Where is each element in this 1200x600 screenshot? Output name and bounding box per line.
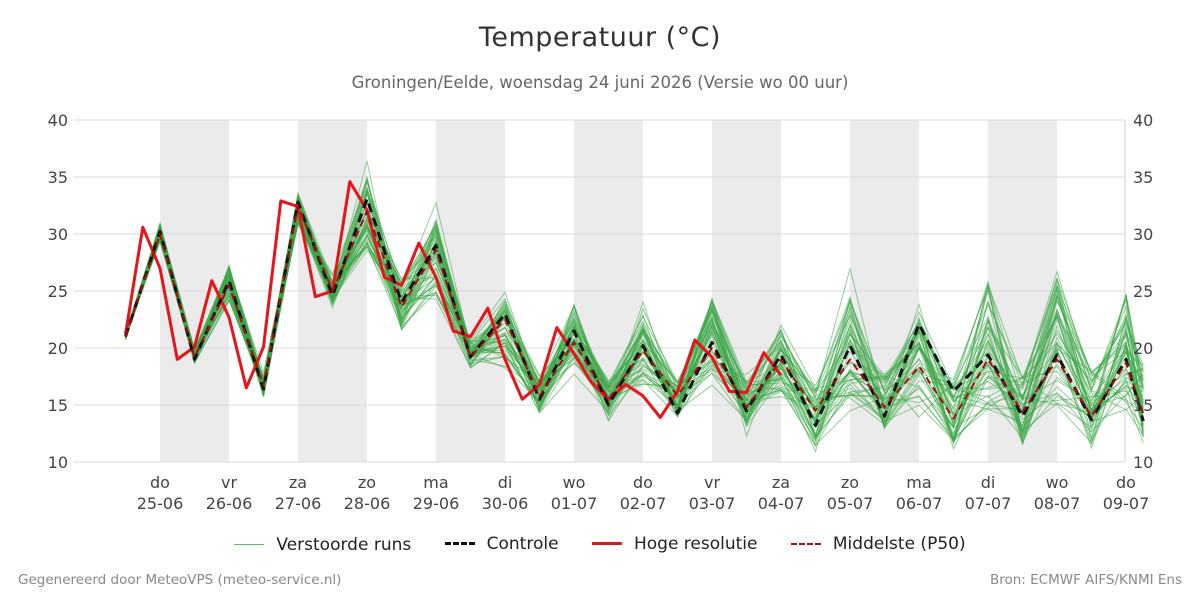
- y-tick-label: 25: [1133, 282, 1153, 301]
- chart-subtitle: Groningen/Eelde, woensdag 24 juni 2026 (…: [351, 73, 849, 92]
- y-tick-label: 40: [1133, 111, 1153, 130]
- y-axis-left: 10 15 20 25 30 35 40: [48, 111, 68, 472]
- x-tick-day: do: [1116, 473, 1136, 492]
- x-tick-date: 03-07: [689, 494, 736, 513]
- legend-swatch-p50: [790, 543, 821, 545]
- ensemble-member-line: [125, 216, 1144, 442]
- y-tick-label: 10: [48, 453, 68, 472]
- y-tick-label: 20: [48, 339, 68, 358]
- legend-item-p50[interactable]: Middelste (P50): [790, 534, 966, 554]
- footer-source: Bron: ECMWF AIFS/KNMI Ens: [989, 572, 1182, 588]
- legend-swatch-hires: [591, 542, 622, 545]
- x-tick-date: 25-06: [137, 494, 184, 513]
- x-tick-date: 06-07: [896, 494, 943, 513]
- ensemble-member-line: [125, 192, 1144, 428]
- x-tick-day: zo: [358, 473, 376, 492]
- chart-title: Temperatuur (°C): [478, 22, 722, 53]
- x-tick-date: 02-07: [620, 494, 667, 513]
- footer-generator: Gegenereerd door MeteoVPS (meteo-service…: [18, 572, 342, 588]
- y-tick-label: 30: [48, 225, 68, 244]
- x-tick-date: 09-07: [1103, 494, 1150, 513]
- x-axis: do 25-06 vr 26-06 za 27-06 zo 28-06 ma 29-06 di 30-…: [137, 473, 1150, 513]
- legend-item-members[interactable]: Verstoorde runs: [234, 535, 411, 555]
- x-tick-day: vr: [221, 473, 237, 492]
- legend: Verstoorde runs Controle Hoge resolutie …: [0, 530, 1200, 555]
- x-tick-day: vr: [704, 473, 720, 492]
- y-axis-right: 10 15 20 25 30 35 40: [1133, 111, 1153, 472]
- x-tick-date: 07-07: [965, 494, 1012, 513]
- legend-label-p50: Middelste (P50): [832, 534, 966, 554]
- y-tick-label: 10: [1133, 453, 1153, 472]
- y-tick-label: 30: [1133, 225, 1153, 244]
- control-line: [124, 197, 1145, 427]
- ensemble-members: [125, 160, 1144, 454]
- x-tick-date: 04-07: [758, 494, 805, 513]
- x-tick-date: 28-06: [344, 494, 391, 513]
- x-tick-date: 26-06: [206, 494, 253, 513]
- x-tick-date: 05-07: [827, 494, 874, 513]
- x-tick-day: ma: [423, 473, 448, 492]
- legend-swatch-control: [444, 542, 475, 545]
- x-tick-date: 01-07: [551, 494, 598, 513]
- y-tick-label: 40: [48, 111, 68, 130]
- p50-line: [124, 204, 1145, 420]
- y-tick-label: 15: [48, 396, 68, 415]
- legend-swatch-members: [234, 544, 265, 545]
- x-tick-day: di: [981, 473, 996, 492]
- x-tick-day: wo: [1046, 473, 1069, 492]
- y-tick-label: 35: [48, 168, 68, 187]
- legend-item-control[interactable]: Controle: [444, 533, 559, 554]
- x-tick-day: do: [150, 473, 170, 492]
- ensemble-member-line: [125, 177, 1144, 446]
- legend-label-members: Verstoorde runs: [276, 534, 412, 555]
- legend-item-hires[interactable]: Hoge resolutie: [591, 533, 758, 554]
- gridlines: [74, 119, 1126, 463]
- x-tick-date: 30-06: [482, 494, 529, 513]
- x-tick-day: do: [633, 473, 653, 492]
- x-tick-date: 08-07: [1034, 494, 1081, 513]
- y-tick-label: 25: [48, 282, 68, 301]
- y-tick-label: 20: [1133, 339, 1153, 358]
- x-tick-date: 27-06: [275, 494, 322, 513]
- x-tick-day: za: [772, 473, 790, 492]
- x-tick-day: di: [498, 473, 513, 492]
- main-series: [124, 180, 1145, 427]
- legend-label-control: Controle: [486, 533, 559, 554]
- x-tick-day: ma: [906, 473, 931, 492]
- y-tick-label: 15: [1133, 396, 1153, 415]
- x-tick-day: za: [289, 473, 307, 492]
- x-tick-date: 29-06: [413, 494, 460, 513]
- legend-label-hires: Hoge resolutie: [633, 533, 758, 554]
- y-tick-label: 35: [1133, 168, 1153, 187]
- x-tick-day: zo: [841, 473, 859, 492]
- x-tick-day: wo: [563, 473, 586, 492]
